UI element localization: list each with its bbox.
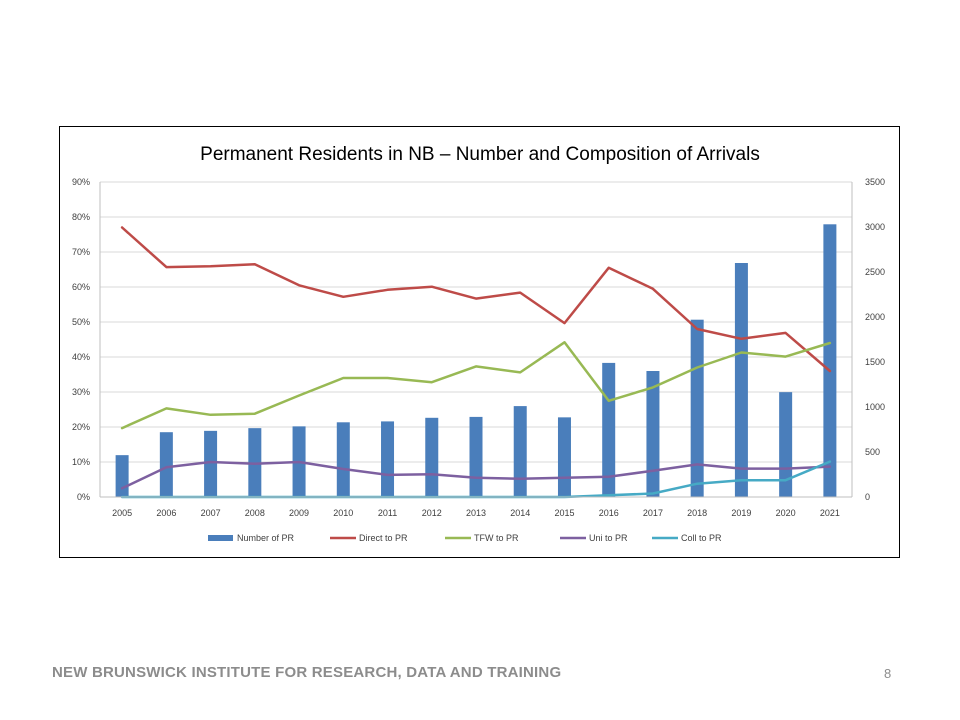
y-left-tick-label: 0% (77, 492, 90, 502)
x-tick-label: 2017 (643, 508, 663, 518)
legend: Number of PR Direct to PR TFW to PR Uni to … (208, 533, 722, 543)
x-tick-label: 2020 (776, 508, 796, 518)
series-line-uni-to-pr (120, 460, 832, 490)
x-tick-label: 2014 (510, 508, 530, 518)
line-series (120, 226, 832, 499)
bar (823, 224, 837, 498)
y-right-tick-label: 500 (865, 447, 880, 457)
bar (425, 417, 439, 497)
bar (115, 455, 129, 497)
bar (381, 421, 395, 497)
bar (779, 392, 793, 497)
y-left-tick-label: 20% (72, 422, 90, 432)
y-left-tick-label: 60% (72, 282, 90, 292)
y-left-tick-label: 40% (72, 352, 90, 362)
x-tick-label: 2007 (201, 508, 221, 518)
y-right-tick-label: 1000 (865, 402, 885, 412)
x-tick-label: 2006 (156, 508, 176, 518)
y-right-tick-label: 3000 (865, 222, 885, 232)
x-tick-label: 2011 (378, 508, 397, 518)
bar (469, 416, 483, 497)
bar (646, 371, 660, 497)
series-line-tfw-to-pr (120, 341, 832, 430)
bar (690, 319, 704, 497)
x-tick-label: 2005 (112, 508, 132, 518)
bar (204, 430, 218, 497)
y-right-tick-label: 2000 (865, 312, 885, 322)
legend-label: Direct to PR (359, 533, 408, 543)
x-tick-label: 2018 (687, 508, 707, 518)
combo-chart: Permanent Residents in NB – Number and C… (72, 144, 885, 543)
x-tick-label: 2015 (554, 508, 574, 518)
y-left-tick-label: 10% (72, 457, 90, 467)
y-right-tick-label: 1500 (865, 357, 885, 367)
y-left-tick-label: 90% (72, 177, 90, 187)
legend-label: Coll to PR (681, 533, 722, 543)
axes: 0% 10% 20% 30% 40% 50% 60% 70% 80% 90% 0 500 1000 150… (72, 177, 885, 518)
x-tick-label: 2016 (599, 508, 619, 518)
bar (734, 263, 748, 497)
y-right-tick-label: 0 (865, 492, 870, 502)
x-tick-label: 2010 (333, 508, 353, 518)
legend-label: TFW to PR (474, 533, 519, 543)
y-left-tick-label: 50% (72, 317, 90, 327)
y-left-tick-label: 30% (72, 387, 90, 397)
x-tick-label: 2013 (466, 508, 486, 518)
legend-label: Number of PR (237, 533, 295, 543)
bar (336, 422, 350, 497)
legend-swatch-bar (208, 535, 233, 541)
y-left-tick-label: 70% (72, 247, 90, 257)
bar (513, 406, 527, 497)
footer-institute-name: NEW BRUNSWICK INSTITUTE FOR RESEARCH, DA… (52, 664, 562, 681)
x-tick-label: 2021 (820, 508, 840, 518)
x-tick-label: 2008 (245, 508, 265, 518)
chart-area: Permanent Residents in NB – Number and C… (59, 126, 900, 558)
bar (159, 432, 173, 497)
y-right-tick-label: 2500 (865, 267, 885, 277)
x-tick-label: 2012 (422, 508, 442, 518)
x-tick-label: 2009 (289, 508, 309, 518)
legend-label: Uni to PR (589, 533, 628, 543)
y-right-tick-label: 3500 (865, 177, 885, 187)
bar (557, 417, 571, 497)
y-left-tick-label: 80% (72, 212, 90, 222)
chart-title: Permanent Residents in NB – Number and C… (200, 144, 760, 165)
x-tick-label: 2019 (731, 508, 751, 518)
series-line-direct-to-pr (120, 226, 832, 373)
page-number: 8 (884, 666, 892, 681)
